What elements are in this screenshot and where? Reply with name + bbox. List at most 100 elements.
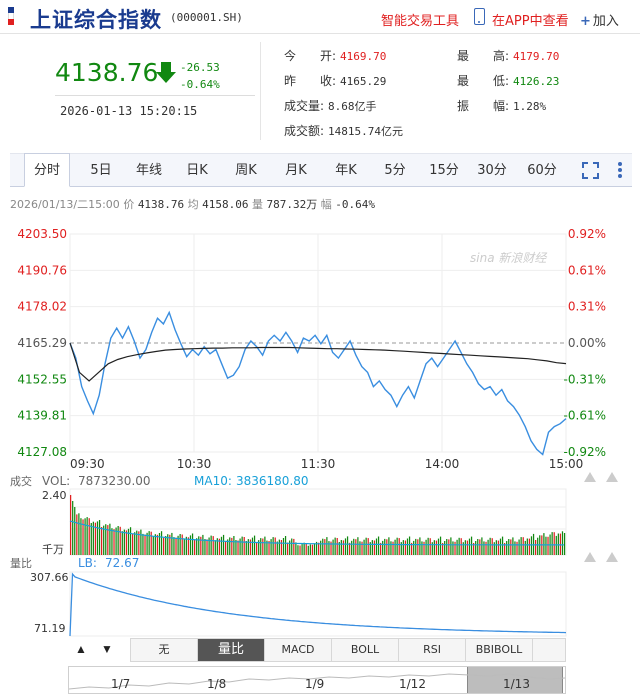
- tab-period[interactable]: 5分: [384, 163, 406, 178]
- volume-bar: [119, 526, 121, 555]
- volume-bar: [307, 545, 309, 555]
- tab-period[interactable]: 30分: [477, 163, 507, 178]
- volume-bar: [272, 537, 274, 555]
- volume-bar: [270, 539, 272, 555]
- volume-bar: [96, 521, 99, 555]
- volume-bar: [115, 527, 117, 555]
- add-watchlist-button[interactable]: + 加入: [580, 10, 619, 29]
- volume-bar: [537, 537, 539, 555]
- volume-bar: [470, 536, 473, 555]
- volume-bar: [101, 527, 103, 555]
- y-right-tick: 0.31%: [568, 300, 606, 314]
- info-vol: 787.32万: [266, 198, 318, 211]
- y-right-tick: 0.92%: [568, 227, 606, 241]
- quote-stat: 成交量: 8.68亿手: [272, 97, 377, 114]
- date-timeline-scroller[interactable]: 1/7 1/8 1/9 1/12 1/13: [68, 666, 566, 694]
- indicator-tab[interactable]: BBIBOLL: [466, 639, 533, 661]
- fullscreen-icon[interactable]: [582, 162, 599, 179]
- indicator-tabs: 无量比 MACD BOLL RSI BBIBOLL: [130, 638, 566, 662]
- volume-bar: [357, 537, 359, 555]
- volume-bar: [303, 542, 305, 555]
- smart-trading-tool-link[interactable]: 智能交易工具: [381, 14, 460, 29]
- volume-bar: [74, 507, 76, 555]
- volume-bar: [202, 534, 204, 555]
- tab-period[interactable]: 周K: [235, 163, 257, 178]
- volume-bar: [216, 538, 218, 555]
- volume-bar: [206, 539, 208, 555]
- timeline-selection[interactable]: [467, 667, 563, 693]
- volume-bar: [210, 535, 212, 555]
- ma10-line: [69, 520, 564, 546]
- price-series-line: [69, 310, 567, 456]
- x-tick: 11:30: [301, 457, 336, 471]
- volume-bar: [225, 541, 227, 555]
- tab-period[interactable]: 年线: [135, 163, 162, 178]
- down-arrow-icon: [156, 62, 176, 83]
- volume-bar: [413, 540, 415, 555]
- volume-bar: [340, 540, 342, 555]
- volume-bar: [156, 534, 159, 555]
- tab-period[interactable]: 月K: [285, 163, 307, 178]
- volume-title: 成交: [10, 474, 32, 488]
- tab-period[interactable]: 15分: [429, 163, 459, 178]
- volume-bar: [344, 538, 347, 555]
- next-arrow-icon[interactable]: ▼: [101, 642, 113, 656]
- volume-bar: [187, 537, 190, 555]
- volume-bar: [510, 539, 512, 555]
- quote-stat-label: 最 低:: [457, 74, 510, 88]
- volume-bar: [237, 540, 239, 555]
- volume-bar: [88, 518, 90, 555]
- tab-period[interactable]: 分时: [24, 153, 70, 187]
- x-tick: 09:30: [70, 457, 105, 471]
- volume-bar: [324, 539, 326, 555]
- index-code: (000001.SH): [170, 11, 243, 24]
- scroll-down-icon: [606, 472, 618, 482]
- volume-bar: [361, 541, 363, 555]
- volume-bar: [299, 545, 301, 555]
- view-in-app-link[interactable]: 在APP中查看: [492, 14, 569, 29]
- volume-bar: [80, 518, 82, 555]
- tab-period[interactable]: 5日: [90, 163, 112, 178]
- indicator-tab[interactable]: MACD: [265, 639, 332, 661]
- volume-bar: [289, 540, 291, 555]
- volume-bar: [113, 529, 115, 555]
- quote-stat-value: 4179.70: [513, 50, 560, 63]
- volume-bar: [452, 541, 454, 555]
- indicator-tab[interactable]: 量比: [198, 639, 265, 661]
- more-options-icon[interactable]: [617, 161, 623, 181]
- tab-period[interactable]: 日K: [186, 163, 208, 178]
- lb-top-label: 307.66: [30, 571, 69, 584]
- prev-arrow-icon[interactable]: ▲: [75, 642, 87, 656]
- y-left-tick: 4178.02: [17, 300, 67, 314]
- volume-bar: [82, 519, 84, 555]
- volume-bar: [90, 523, 92, 555]
- volume-bar: [212, 536, 214, 555]
- volume-bar: [530, 536, 533, 555]
- volume-bar: [129, 527, 132, 555]
- price-change-value: -26.53: [180, 61, 220, 74]
- add-label: 加入: [592, 14, 619, 29]
- intraday-chart[interactable]: 4203.50 0.92% 4190.76 0.61% 4178.02 0.31% 4165…: [0, 0, 640, 640]
- volume-bar: [198, 536, 200, 555]
- volume-bar: [183, 538, 185, 555]
- volume-ratio-title: 量比: [10, 557, 32, 570]
- volume-bar: [239, 538, 241, 555]
- quote-datetime: 2026-01-13 15:20:15: [60, 104, 198, 118]
- volume-bar: [526, 538, 528, 555]
- volume-bar: [351, 540, 353, 555]
- indicator-tab[interactable]: RSI: [399, 639, 466, 661]
- volume-bar: [247, 539, 249, 555]
- volume-bar: [179, 534, 181, 555]
- volume-bar: [423, 541, 425, 555]
- volume-bar: [278, 539, 280, 555]
- mobile-phone-icon[interactable]: [474, 8, 485, 25]
- volume-bar: [359, 541, 361, 555]
- indicator-tab[interactable]: BOLL: [332, 639, 399, 661]
- volume-bar: [196, 538, 198, 555]
- tab-period[interactable]: 60分: [527, 163, 557, 178]
- indicator-tab[interactable]: 无: [131, 639, 198, 661]
- volume-bar: [105, 524, 107, 555]
- timeline-date-label: 1/9: [305, 677, 325, 691]
- volume-bar: [462, 542, 464, 555]
- tab-period[interactable]: 年K: [335, 163, 357, 178]
